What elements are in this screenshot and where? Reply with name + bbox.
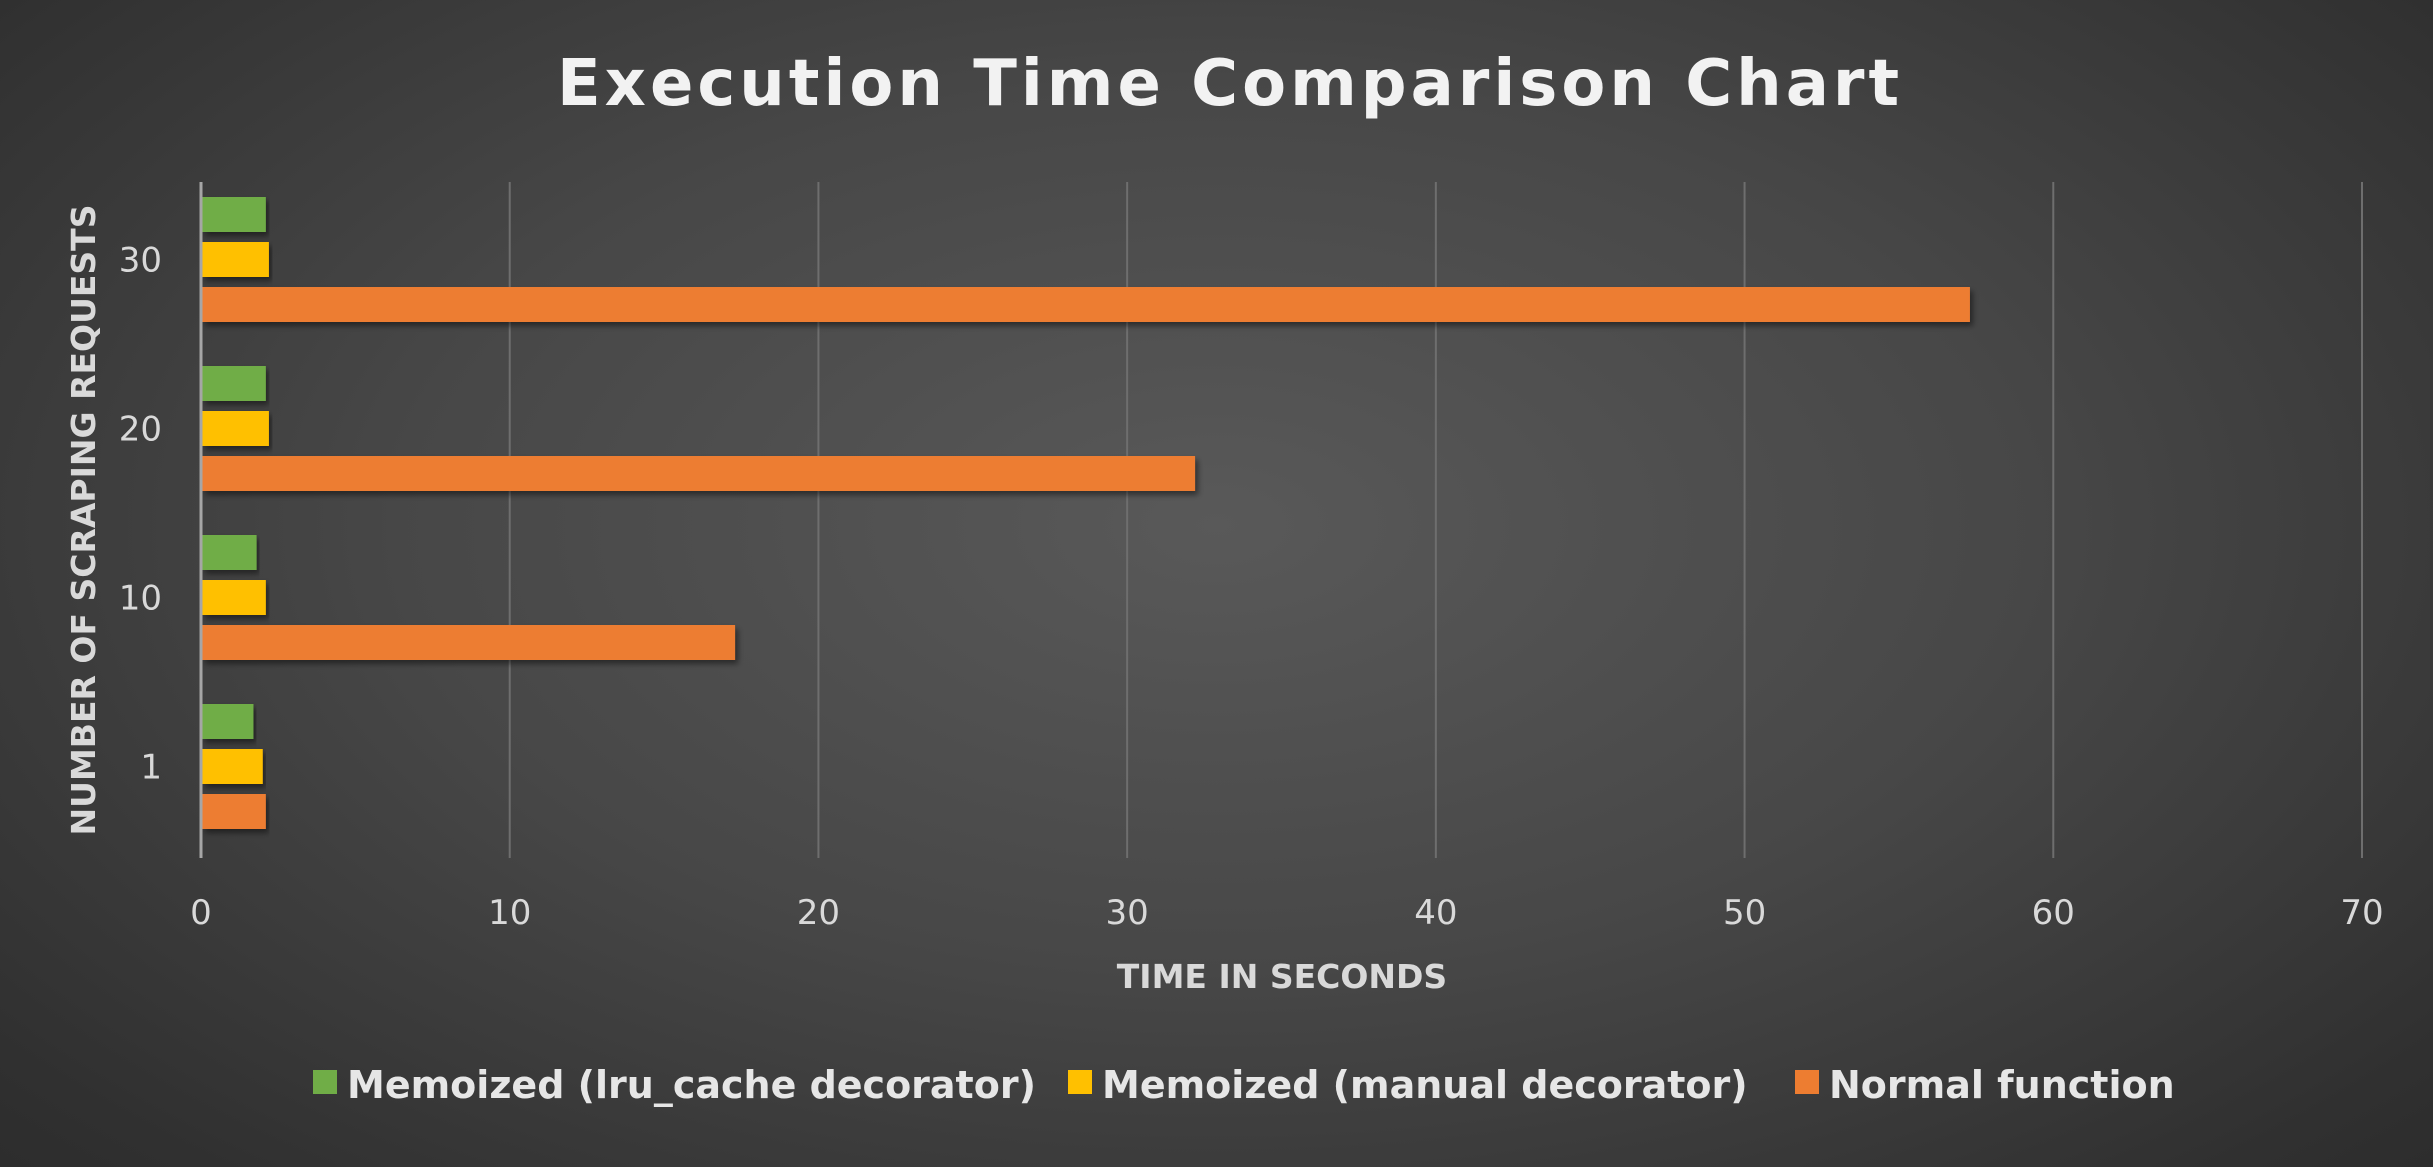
y-category-label: 10 <box>119 579 162 619</box>
legend-label: Normal function <box>1829 1063 2175 1107</box>
x-axis-title: TIME IN SECONDS <box>1117 957 1447 996</box>
bar <box>202 411 269 446</box>
legend-label: Memoized (manual decorator) <box>1102 1063 1748 1107</box>
bar <box>202 704 254 739</box>
bar <box>202 366 266 401</box>
bars <box>202 197 1970 829</box>
bar <box>202 580 266 615</box>
y-axis-title: NUMBER OF SCRAPING REQUESTS <box>64 205 103 836</box>
legend-swatch <box>313 1070 337 1094</box>
legend-label: Memoized (lru_cache decorator) <box>347 1063 1036 1107</box>
x-tick-label: 70 <box>2340 893 2383 933</box>
legend: Memoized (lru_cache decorator) Memoized (… <box>313 1063 2175 1107</box>
x-tick-label: 20 <box>797 893 840 933</box>
bar <box>202 197 266 232</box>
x-axis-ticks: 0 10 20 30 40 50 60 70 <box>190 893 2383 933</box>
bar <box>202 287 1970 322</box>
x-tick-label: 50 <box>1723 893 1766 933</box>
chart-title: Execution Time Comparison Chart <box>557 47 1903 121</box>
x-tick-label: 0 <box>190 893 212 933</box>
legend-swatch <box>1068 1070 1092 1094</box>
bar <box>202 242 269 277</box>
legend-swatch <box>1795 1070 1819 1094</box>
y-category-label: 1 <box>140 748 162 788</box>
y-category-label: 20 <box>119 410 162 450</box>
y-axis-categories: 1 10 20 30 <box>119 241 162 788</box>
y-category-label: 30 <box>119 241 162 281</box>
bar <box>202 625 736 660</box>
grid-lines <box>508 182 2363 858</box>
bar <box>202 535 257 570</box>
bar <box>202 456 1196 491</box>
bar <box>202 749 263 784</box>
x-tick-label: 40 <box>1414 893 1457 933</box>
x-tick-label: 10 <box>488 893 531 933</box>
x-tick-label: 60 <box>2032 893 2075 933</box>
bar <box>202 794 266 829</box>
x-tick-label: 30 <box>1106 893 1149 933</box>
